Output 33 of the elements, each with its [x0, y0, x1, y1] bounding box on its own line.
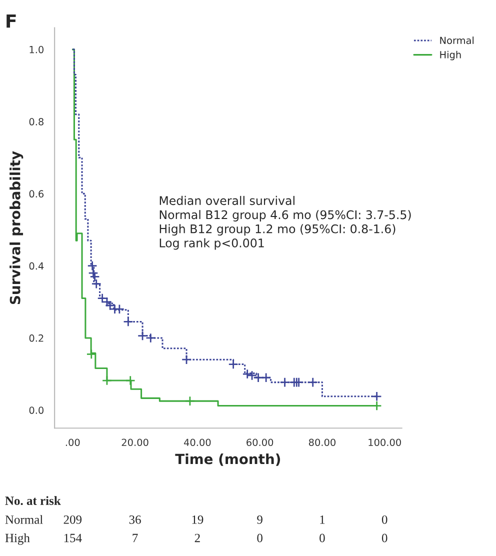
- y-axis-title: Survival probability: [10, 151, 24, 304]
- text: 1: [320, 516, 325, 524]
- text: 36: [129, 515, 141, 524]
- y-tick-label: 0.4: [29, 262, 44, 270]
- legend-label: High: [440, 50, 461, 60]
- text: 0: [382, 515, 388, 524]
- text: 209: [64, 515, 82, 524]
- annotation: Median overall survival Normal B12 group 4.6 mo (95%CI: 3.7-5.5) High B12 group 1.2 mo (95%CI: 0.8-1.6) Log rank p<0.001: [160, 196, 411, 250]
- text: 0: [320, 534, 325, 542]
- text: No. at risk: [5, 496, 61, 506]
- x-tick-label: 20.00: [122, 438, 148, 446]
- x-tick-label: 80.00: [308, 438, 336, 446]
- text: 2: [194, 534, 200, 542]
- text: 154: [64, 534, 82, 542]
- x-tick-label: 60.00: [246, 438, 274, 446]
- x-tick-label: 40.00: [184, 438, 211, 446]
- legend-label: Normal: [440, 36, 474, 44]
- y-tick-label: 0.2: [29, 334, 44, 342]
- text: 19: [192, 515, 204, 524]
- x-tick-label: 100.00: [368, 438, 401, 446]
- y-tick-label: 1.0: [30, 46, 44, 54]
- text: 7: [132, 534, 138, 542]
- y-tick-label: 0.8: [29, 118, 44, 126]
- x-axis-title: Time (month): [175, 454, 280, 466]
- text: High: [5, 533, 30, 545]
- text: Normal: [5, 515, 43, 524]
- text: 9: [257, 515, 262, 524]
- text: 0: [257, 534, 262, 542]
- x-tick-label: .00: [66, 438, 80, 446]
- y-tick-label: 0.0: [29, 406, 44, 414]
- text: 0: [382, 534, 388, 542]
- y-tick-label: 0.6: [29, 190, 44, 198]
- chart-title: F: [6, 14, 16, 28]
